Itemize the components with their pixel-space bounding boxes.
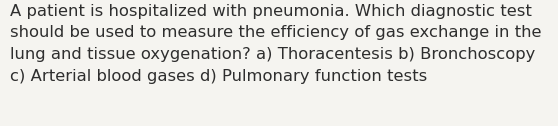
Text: A patient is hospitalized with pneumonia. Which diagnostic test
should be used t: A patient is hospitalized with pneumonia…: [10, 4, 542, 84]
